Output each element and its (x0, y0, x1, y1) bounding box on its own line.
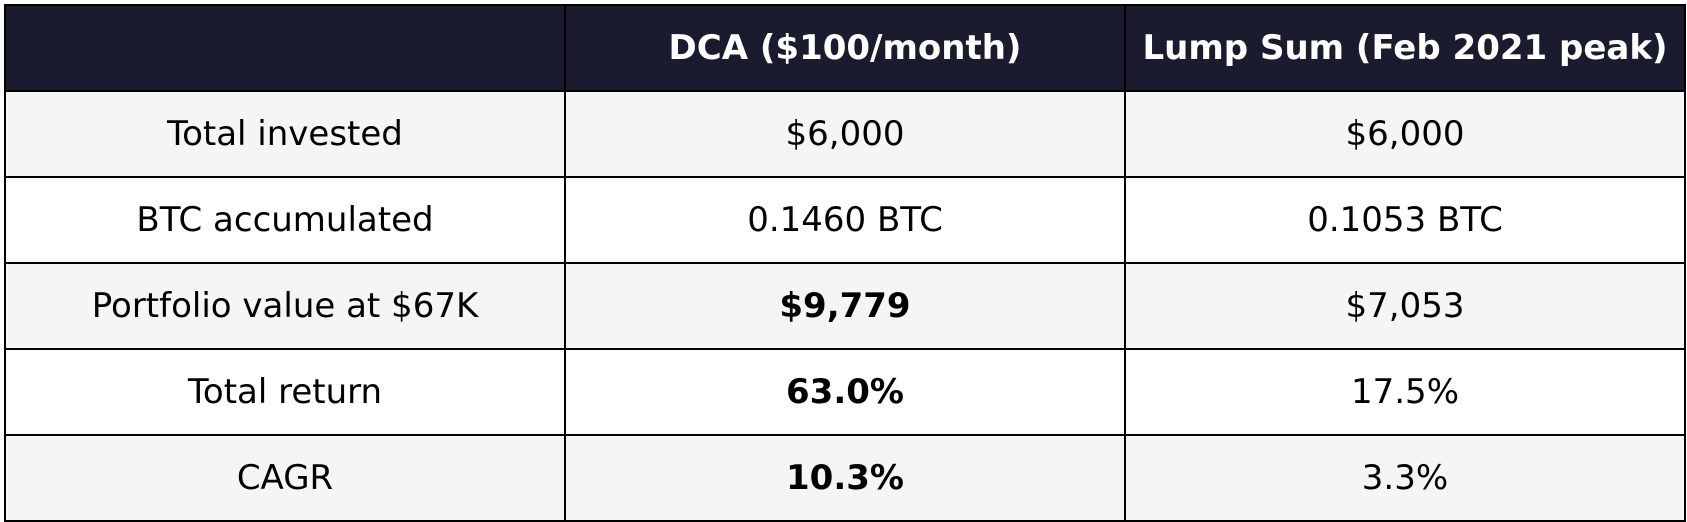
dca-value: 63.0% (564, 348, 1126, 436)
row-label: BTC accumulated (4, 176, 566, 264)
header-dca: DCA ($100/month) (564, 4, 1126, 92)
table-row: BTC accumulated 0.1460 BTC 0.1053 BTC (4, 176, 1686, 264)
table-row: Total return 63.0% 17.5% (4, 348, 1686, 436)
lump-sum-value: 17.5% (1124, 348, 1686, 436)
row-label: Total return (4, 348, 566, 436)
dca-value: $6,000 (564, 90, 1126, 178)
header-lump-sum: Lump Sum (Feb 2021 peak) (1124, 4, 1686, 92)
header-blank-cell (4, 4, 566, 92)
dca-value: 10.3% (564, 434, 1126, 522)
row-label: Total invested (4, 90, 566, 178)
dca-value: 0.1460 BTC (564, 176, 1126, 264)
lump-sum-value: 3.3% (1124, 434, 1686, 522)
table-header-row: DCA ($100/month) Lump Sum (Feb 2021 peak… (4, 4, 1686, 92)
lump-sum-value: 0.1053 BTC (1124, 176, 1686, 264)
dca-value: $9,779 (564, 262, 1126, 350)
lump-sum-value: $6,000 (1124, 90, 1686, 178)
table-row: Portfolio value at $67K $9,779 $7,053 (4, 262, 1686, 350)
comparison-table-container: DCA ($100/month) Lump Sum (Feb 2021 peak… (4, 4, 1686, 522)
table-row: Total invested $6,000 $6,000 (4, 90, 1686, 178)
row-label: CAGR (4, 434, 566, 522)
dca-vs-lump-sum-table: DCA ($100/month) Lump Sum (Feb 2021 peak… (4, 4, 1686, 522)
row-label: Portfolio value at $67K (4, 262, 566, 350)
table-row: CAGR 10.3% 3.3% (4, 434, 1686, 522)
lump-sum-value: $7,053 (1124, 262, 1686, 350)
